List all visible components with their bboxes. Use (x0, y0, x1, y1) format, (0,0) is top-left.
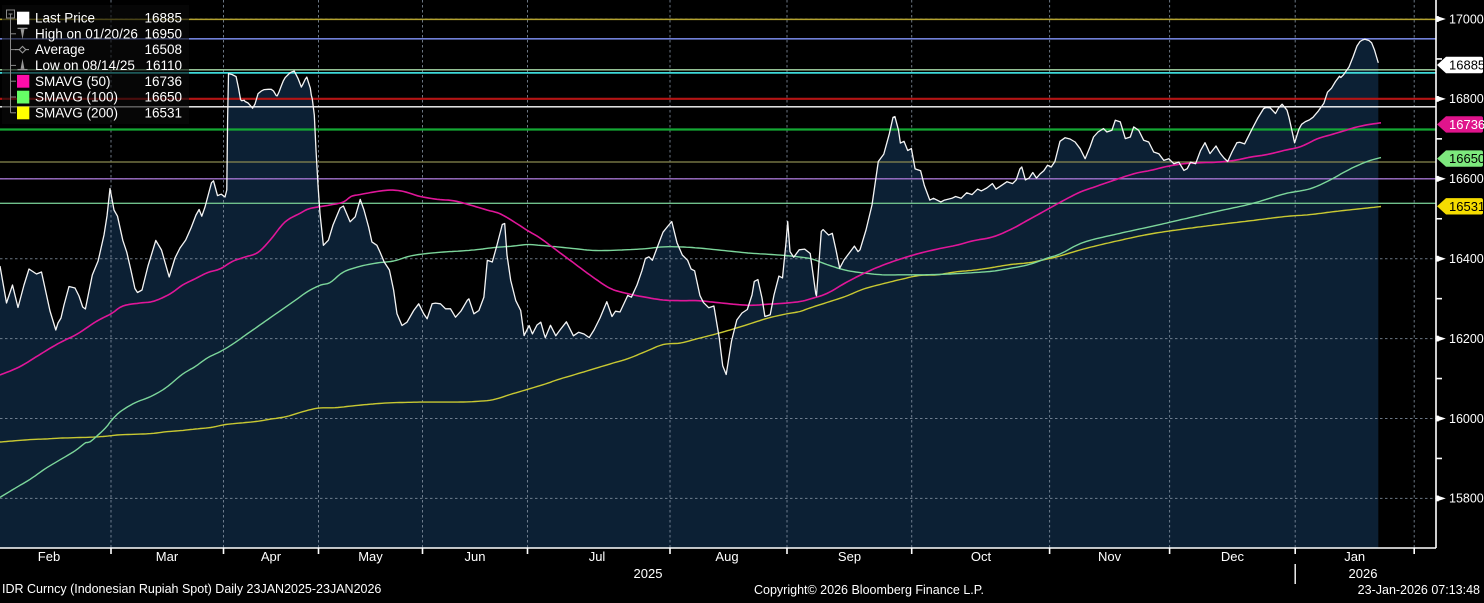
svg-text:SMAVG (200): SMAVG (200) (35, 105, 118, 120)
svg-text:16000: 16000 (1449, 412, 1484, 426)
svg-text:16400: 16400 (1449, 252, 1484, 266)
svg-text:Last Price: Last Price (35, 11, 95, 26)
svg-text:Low on 08/14/25: Low on 08/14/25 (35, 58, 135, 73)
svg-text:SMAVG (100): SMAVG (100) (35, 90, 118, 105)
svg-text:Copyright© 2026 Bloomberg Fina: Copyright© 2026 Bloomberg Finance L.P. (754, 583, 984, 597)
svg-text:High on 01/20/26: High on 01/20/26 (35, 26, 138, 41)
svg-text:16600: 16600 (1449, 172, 1484, 186)
svg-text:16531: 16531 (144, 105, 182, 120)
svg-text:16508: 16508 (144, 42, 182, 57)
svg-text:16736: 16736 (1449, 117, 1484, 132)
svg-text:Jul: Jul (589, 549, 606, 564)
svg-text:16736: 16736 (144, 74, 182, 89)
svg-text:16885: 16885 (1449, 58, 1484, 73)
svg-text:16650: 16650 (1449, 151, 1484, 166)
svg-text:Nov: Nov (1098, 549, 1122, 564)
svg-text:2025: 2025 (634, 566, 663, 581)
svg-text:16110: 16110 (145, 58, 182, 73)
svg-text:23-Jan-2026 07:13:48: 23-Jan-2026 07:13:48 (1358, 583, 1480, 597)
svg-text:15800: 15800 (1449, 492, 1484, 506)
svg-text:SMAVG (50): SMAVG (50) (35, 74, 111, 89)
svg-text:Aug: Aug (715, 549, 738, 564)
svg-text:Jan: Jan (1344, 549, 1365, 564)
svg-text:Average: Average (35, 42, 85, 57)
svg-text:Oct: Oct (971, 549, 992, 564)
svg-text:IDR Curncy (Indonesian Rupiah: IDR Curncy (Indonesian Rupiah Spot) Dail… (2, 582, 381, 596)
svg-text:Feb: Feb (38, 549, 60, 564)
svg-text:Mar: Mar (156, 549, 179, 564)
svg-text:16200: 16200 (1449, 332, 1484, 346)
svg-text:Apr: Apr (261, 549, 282, 564)
svg-text:17000: 17000 (1449, 12, 1484, 26)
svg-text:16885: 16885 (144, 11, 182, 26)
svg-text:16950: 16950 (144, 26, 182, 41)
svg-text:Sep: Sep (838, 549, 861, 564)
svg-text:16531: 16531 (1449, 199, 1484, 214)
svg-text:16800: 16800 (1449, 92, 1484, 106)
svg-text:Jun: Jun (465, 549, 486, 564)
svg-text:Dec: Dec (1221, 549, 1245, 564)
svg-text:2026: 2026 (1349, 566, 1378, 581)
svg-text:May: May (358, 549, 383, 564)
svg-text:16650: 16650 (144, 90, 182, 105)
